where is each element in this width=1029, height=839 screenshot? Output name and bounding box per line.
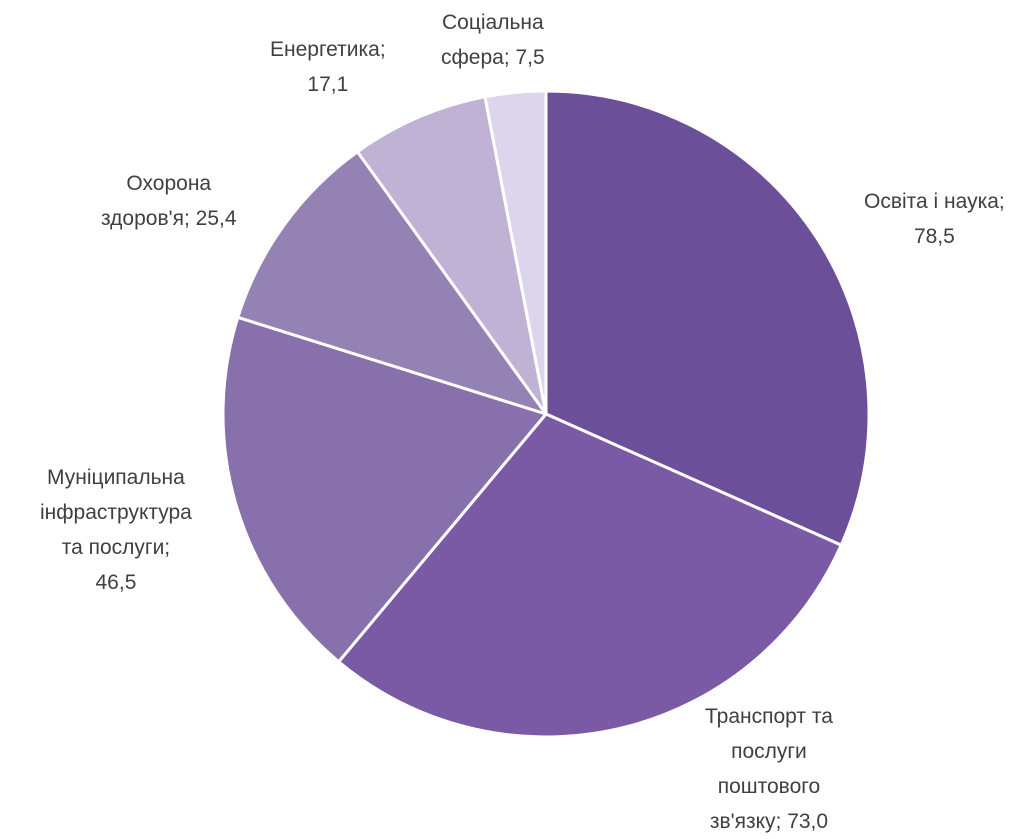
- pie-slice-2: [337, 412, 843, 739]
- data-label-line: сфера; 7,5: [441, 46, 545, 69]
- data-label-line: зв'язку; 73,0: [709, 810, 829, 833]
- data-label-line: Енергетика;: [270, 38, 386, 61]
- data-label-line: 46,5: [95, 571, 137, 594]
- data-label-line: Охорона: [126, 172, 212, 195]
- pie-slice-6: [483, 89, 548, 416]
- data-label-line: Освіта і наука;: [864, 190, 1005, 213]
- data-label-3: Муніципальна інфраструктура та послуги; 46,…: [40, 460, 192, 600]
- data-label-6: Соціальна сфера; 7,5: [441, 5, 545, 75]
- pie-slice-4: [236, 150, 548, 416]
- data-label-line: здоров'я; 25,4: [101, 207, 237, 230]
- data-label-5: Енергетика; 17,1: [270, 32, 386, 102]
- data-label-1: Освіта і наука; 78,5: [864, 184, 1005, 254]
- data-label-line: 17,1: [307, 73, 349, 96]
- data-label-line: Транспорт та: [705, 705, 833, 728]
- data-label-4: Охорона здоров'я; 25,4: [101, 166, 237, 236]
- data-label-line: Соціальна: [441, 11, 544, 34]
- data-label-2: Транспорт та послуги поштового зв'язку; 73,…: [705, 699, 833, 839]
- pie-slice-3: [221, 315, 548, 664]
- pie-slice-1: [544, 89, 871, 547]
- data-label-line: та послуги;: [61, 536, 171, 559]
- data-label-line: інфраструктура: [40, 501, 192, 524]
- data-label-line: Муніципальна: [47, 466, 185, 489]
- data-label-line: поштового: [717, 775, 821, 798]
- data-label-line: послуги: [731, 740, 807, 763]
- data-label-line: 78,5: [913, 225, 955, 248]
